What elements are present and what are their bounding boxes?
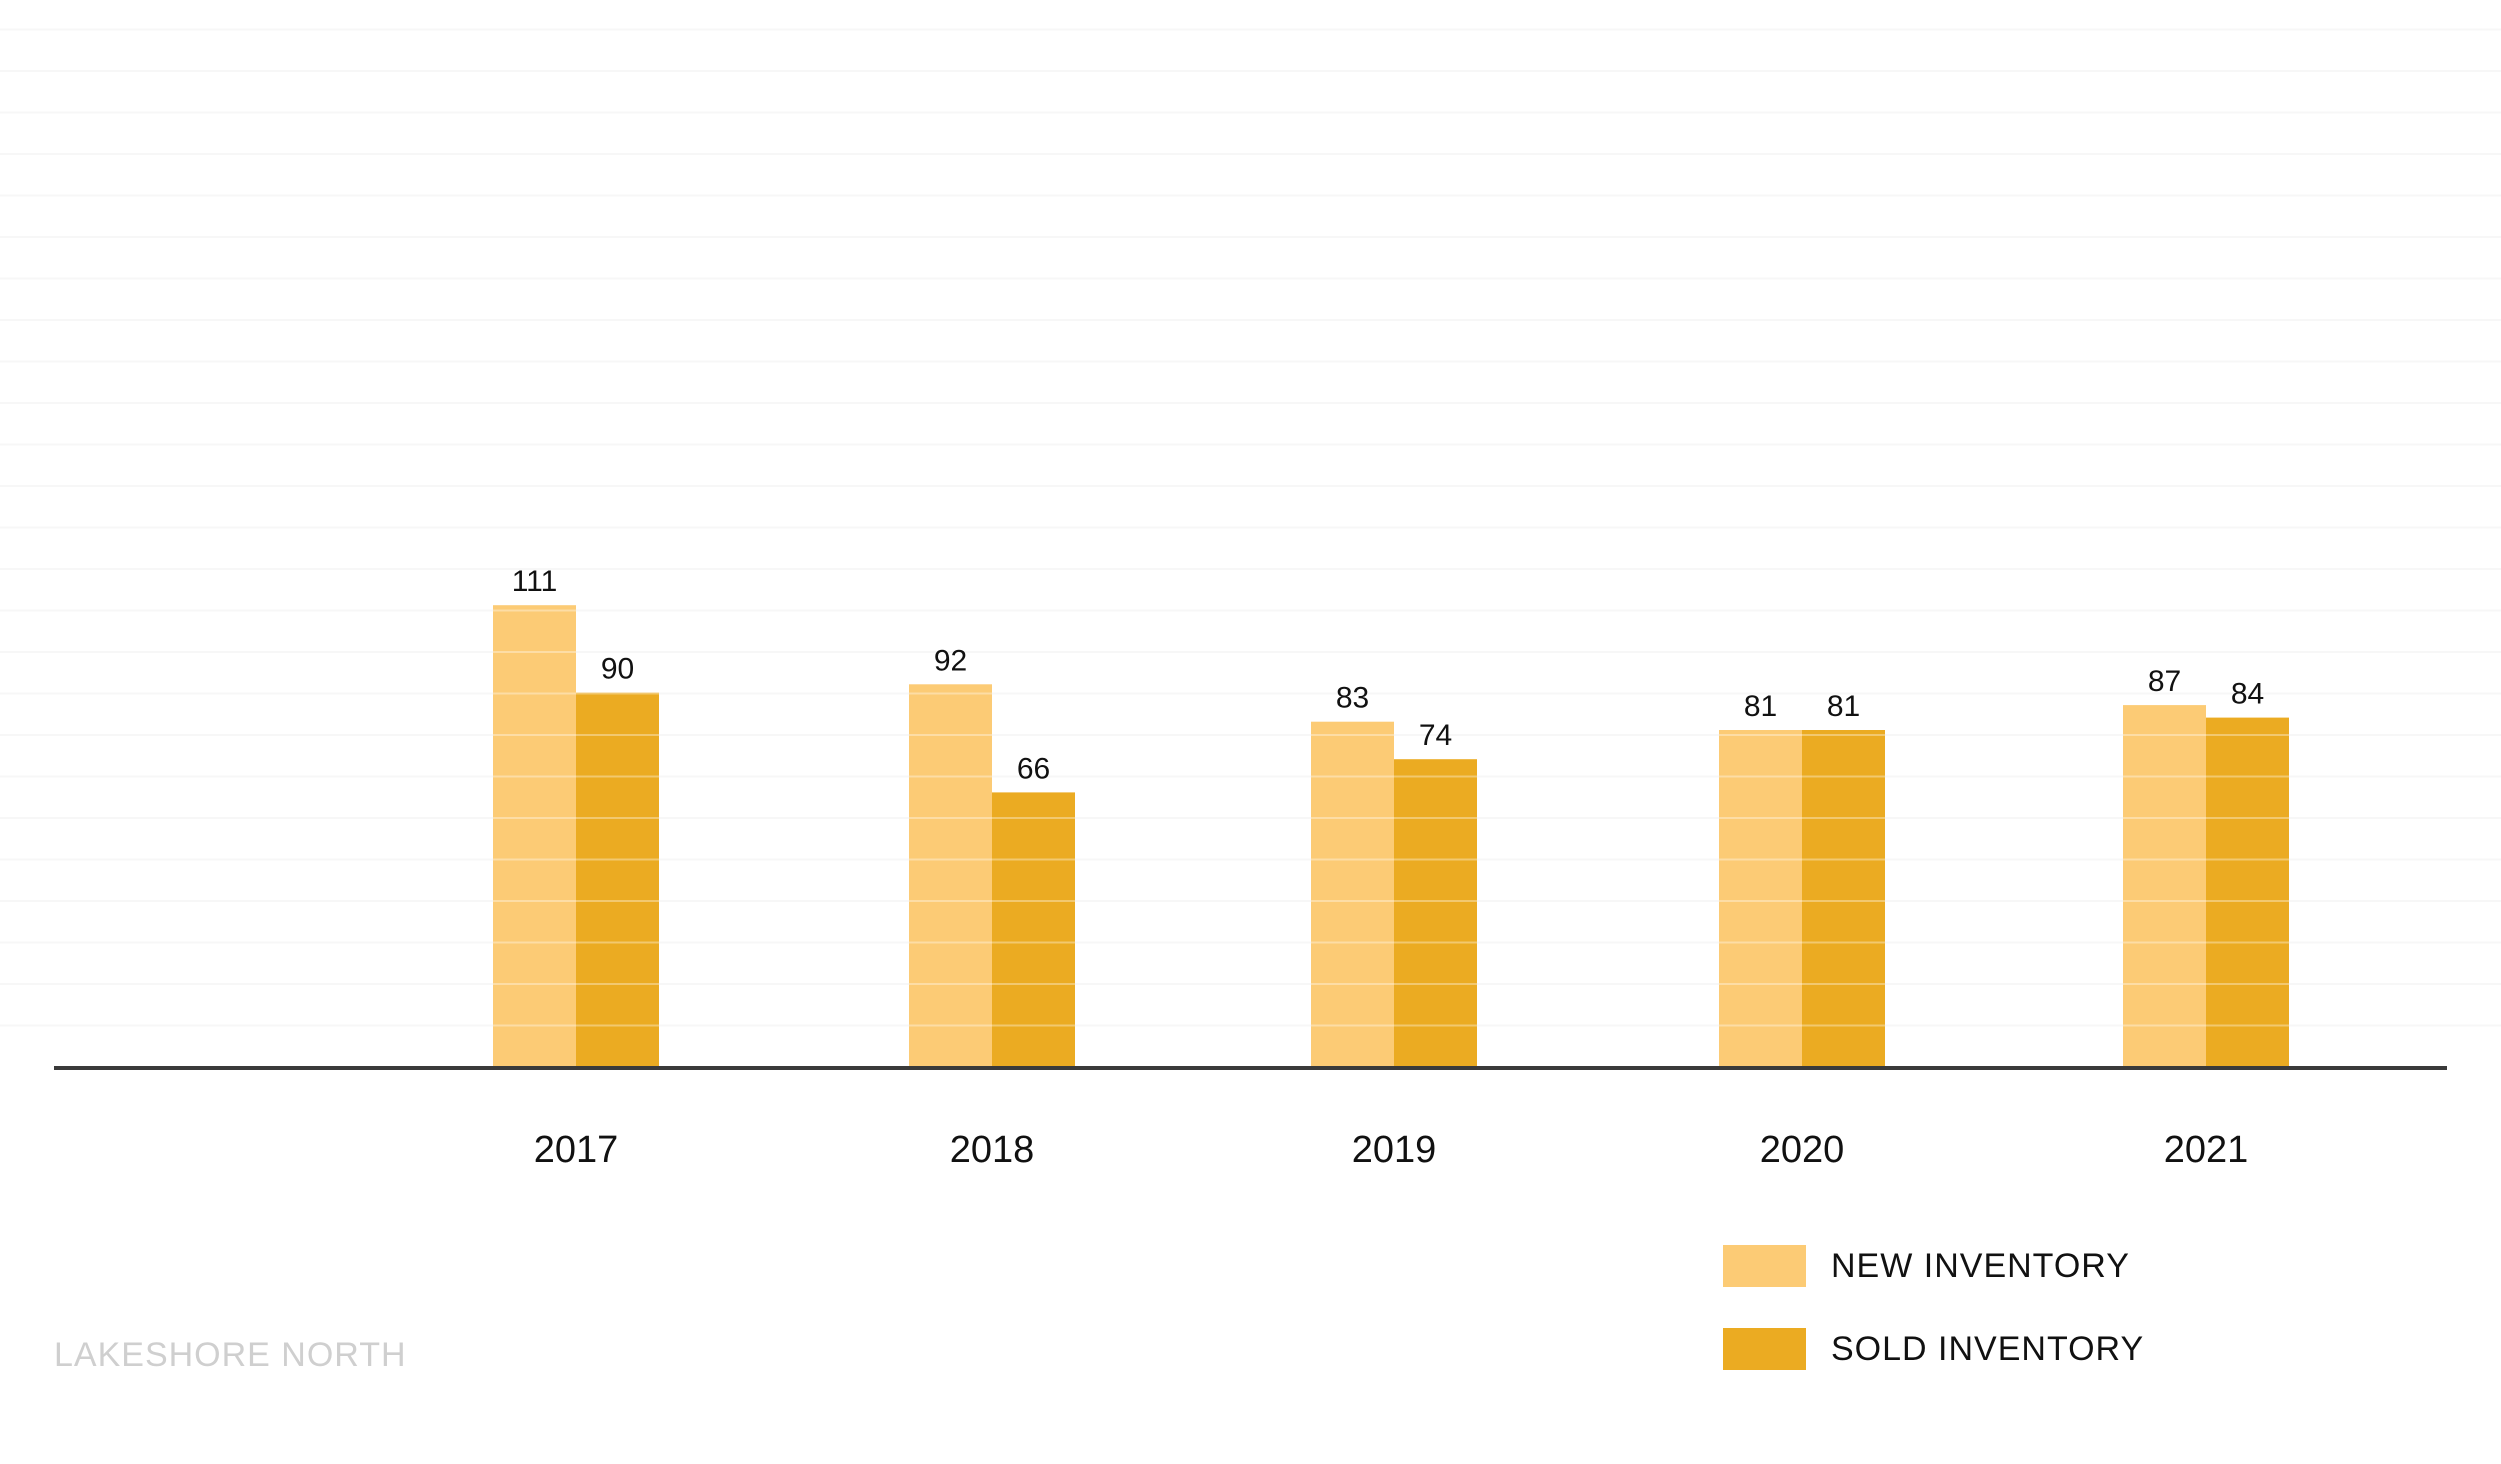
data-label-new-inventory-2018: 92 bbox=[934, 644, 967, 677]
bar-gridline-overlay bbox=[0, 28, 2501, 1027]
data-labels: 111 90 92 66 83 74 81 81 87 84 bbox=[512, 565, 2264, 785]
legend-item-new-inventory: NEW INVENTORY bbox=[1723, 1245, 2130, 1287]
data-label-new-inventory-2020: 81 bbox=[1744, 690, 1777, 723]
x-tick-label-2017: 2017 bbox=[534, 1129, 619, 1171]
data-label-sold-inventory-2017: 90 bbox=[601, 653, 634, 686]
legend-label-new-inventory: NEW INVENTORY bbox=[1831, 1246, 2130, 1285]
bar-sold-inventory-2019 bbox=[1394, 759, 1477, 1067]
bar-sold-inventory-2018 bbox=[992, 792, 1075, 1067]
bar-new-inventory-2021 bbox=[2123, 705, 2206, 1067]
bar-new-inventory-2017 bbox=[493, 605, 576, 1067]
legend-swatch-sold-inventory bbox=[1723, 1328, 1806, 1370]
gridlines bbox=[0, 28, 2501, 1027]
bars bbox=[0, 28, 2501, 1067]
bar-new-inventory-2020 bbox=[1719, 730, 1802, 1067]
data-label-sold-inventory-2018: 66 bbox=[1017, 752, 1050, 785]
x-axis: 2017 2018 2019 2020 2021 bbox=[54, 1066, 2447, 1171]
bar-new-inventory-2019 bbox=[1311, 721, 1394, 1067]
data-label-new-inventory-2017: 111 bbox=[512, 565, 558, 598]
bar-sold-inventory-2017 bbox=[576, 692, 659, 1067]
bar-sold-inventory-2021 bbox=[2206, 717, 2289, 1067]
data-label-sold-inventory-2020: 81 bbox=[1827, 690, 1860, 723]
legend-label-sold-inventory: SOLD INVENTORY bbox=[1831, 1329, 2145, 1368]
x-tick-label-2020: 2020 bbox=[1760, 1129, 1845, 1171]
data-label-new-inventory-2019: 83 bbox=[1336, 682, 1369, 715]
legend: NEW INVENTORY SOLD INVENTORY bbox=[1723, 1245, 2243, 1375]
x-tick-label-2018: 2018 bbox=[950, 1129, 1035, 1171]
bar-new-inventory-2018 bbox=[909, 684, 992, 1067]
x-tick-label-2021: 2021 bbox=[2164, 1129, 2249, 1171]
x-tick-label-2019: 2019 bbox=[1352, 1129, 1437, 1171]
legend-item-sold-inventory: SOLD INVENTORY bbox=[1723, 1328, 2144, 1370]
bar-sold-inventory-2020 bbox=[1802, 730, 1885, 1067]
data-label-sold-inventory-2021: 84 bbox=[2231, 678, 2264, 711]
data-label-new-inventory-2021: 87 bbox=[2148, 665, 2181, 698]
legend-swatch-new-inventory bbox=[1723, 1245, 1806, 1287]
footer-brand-text: LAKESHORE NORTH bbox=[54, 1336, 407, 1374]
data-label-sold-inventory-2019: 74 bbox=[1419, 719, 1452, 752]
